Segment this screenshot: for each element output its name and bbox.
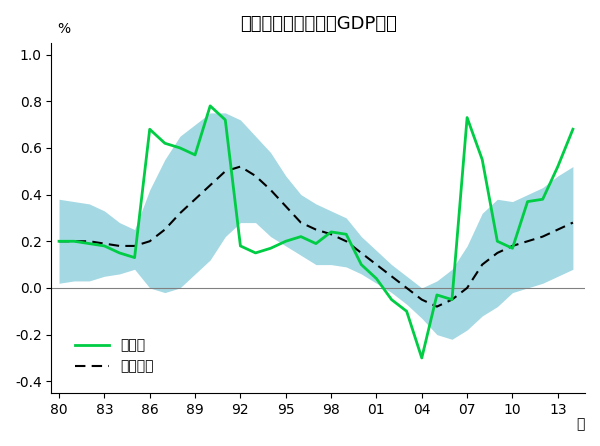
原系列 [252, 250, 259, 256]
トレンド [146, 239, 154, 244]
Title: 不動産業実物投資のGDP比率: 不動産業実物投資のGDP比率 [240, 15, 397, 33]
トレンド [282, 203, 289, 209]
Legend: 原系列, トレンド: 原系列, トレンド [69, 333, 160, 379]
トレンド [267, 187, 274, 193]
原系列 [191, 152, 199, 157]
原系列 [373, 276, 380, 281]
原系列 [388, 297, 395, 302]
トレンド [554, 227, 562, 232]
原系列 [101, 243, 108, 248]
トレンド [524, 239, 531, 244]
トレンド [101, 241, 108, 246]
原系列 [116, 250, 123, 256]
原系列 [433, 292, 440, 297]
トレンド [388, 273, 395, 279]
原系列 [313, 241, 320, 246]
原系列 [176, 145, 184, 151]
トレンド [494, 250, 501, 256]
トレンド [176, 211, 184, 216]
原系列 [524, 199, 531, 204]
原系列 [55, 239, 62, 244]
トレンド [313, 227, 320, 232]
トレンド [55, 239, 62, 244]
トレンド [131, 243, 138, 248]
トレンド [206, 182, 214, 188]
Text: %: % [57, 22, 70, 36]
原系列 [71, 239, 78, 244]
原系列 [494, 239, 501, 244]
原系列 [237, 243, 244, 248]
原系列 [221, 117, 229, 123]
原系列 [418, 355, 425, 361]
トレンド [237, 164, 244, 169]
原系列 [509, 246, 516, 251]
トレンド [358, 250, 365, 256]
原系列 [479, 157, 486, 162]
原系列 [328, 229, 335, 235]
原系列 [464, 115, 471, 120]
トレンド [464, 285, 471, 291]
原系列 [267, 246, 274, 251]
トレンド [373, 262, 380, 267]
トレンド [328, 231, 335, 237]
原系列 [358, 262, 365, 267]
トレンド [116, 243, 123, 248]
原系列 [206, 103, 214, 108]
トレンド [433, 304, 440, 309]
トレンド [479, 262, 486, 267]
原系列 [297, 234, 304, 239]
原系列 [554, 164, 562, 169]
トレンド [191, 197, 199, 202]
トレンド [569, 220, 577, 225]
原系列 [403, 309, 410, 314]
トレンド [448, 297, 455, 302]
トレンド [539, 234, 546, 239]
トレンド [297, 220, 304, 225]
原系列 [282, 239, 289, 244]
トレンド [418, 297, 425, 302]
原系列 [569, 127, 577, 132]
トレンド [252, 173, 259, 178]
原系列 [131, 255, 138, 260]
トレンド [343, 239, 350, 244]
原系列 [539, 197, 546, 202]
原系列 [343, 231, 350, 237]
Text: 年: 年 [577, 417, 585, 431]
原系列 [448, 297, 455, 302]
原系列 [146, 127, 154, 132]
トレンド [71, 239, 78, 244]
原系列 [161, 140, 169, 146]
Line: トレンド: トレンド [59, 166, 573, 306]
原系列 [86, 241, 93, 246]
Line: 原系列: 原系列 [59, 106, 573, 358]
トレンド [403, 285, 410, 291]
トレンド [161, 227, 169, 232]
トレンド [86, 239, 93, 244]
トレンド [221, 169, 229, 174]
トレンド [509, 243, 516, 248]
